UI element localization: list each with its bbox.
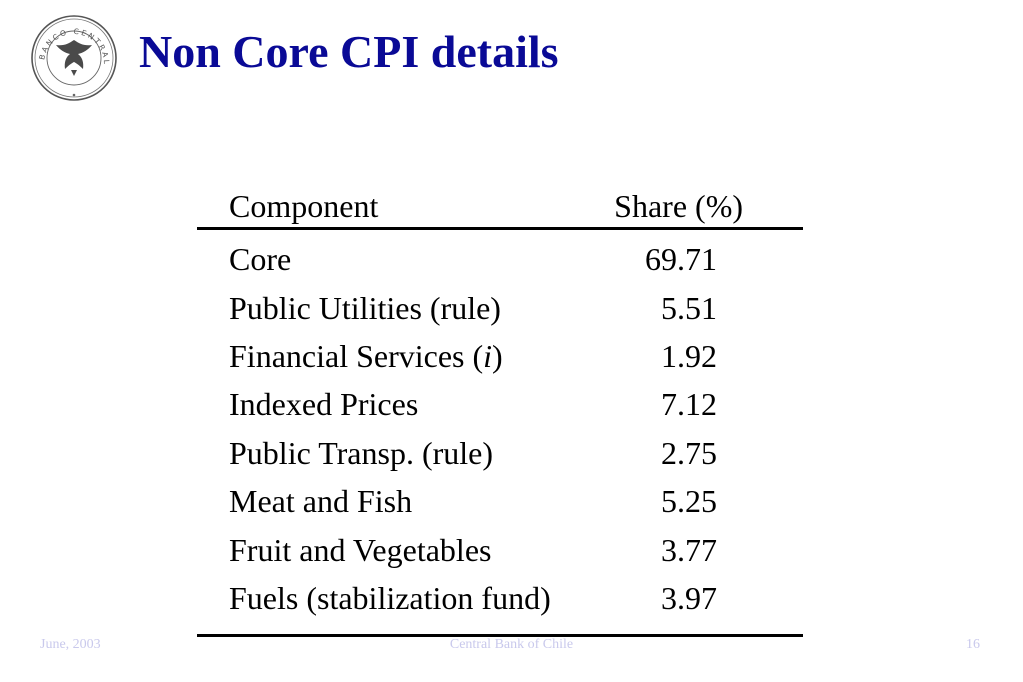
row-share: 2.75 xyxy=(661,434,717,471)
table-row: Financial Services (i) 1.92 xyxy=(197,332,803,380)
row-share: 69.71 xyxy=(645,241,717,278)
row-component: Public Transp. (rule) xyxy=(229,434,493,471)
table-body: Core 69.71 Public Utilities (rule) 5.51 … xyxy=(197,230,803,622)
table-row: Fuels (stabilization fund) 3.97 xyxy=(197,574,803,622)
row-share: 3.77 xyxy=(661,531,717,568)
footer-page-number: 16 xyxy=(966,637,980,652)
row-component: Public Utilities (rule) xyxy=(229,289,501,326)
column-header-component: Component xyxy=(229,188,379,224)
row-share: 5.25 xyxy=(661,483,717,520)
row-component-prefix: Financial Services ( xyxy=(229,337,484,374)
row-component: Fruit and Vegetables xyxy=(229,531,492,568)
cpi-components-table: Component Share (%) Core 69.71 Public Ut… xyxy=(197,185,803,638)
condor-emblem xyxy=(56,40,92,76)
row-share: 3.97 xyxy=(661,579,717,616)
table-row: Core 69.71 xyxy=(197,235,803,283)
row-share: 5.51 xyxy=(661,289,717,326)
row-component: Financial Services (i) xyxy=(229,336,589,376)
table-header-row: Component Share (%) xyxy=(197,185,803,227)
table-row: Public Utilities (rule) 5.51 xyxy=(197,283,803,331)
row-component-suffix: ) xyxy=(492,337,503,374)
table-row: Indexed Prices 7.12 xyxy=(197,380,803,428)
row-share: 7.12 xyxy=(661,386,717,423)
table-row: Fruit and Vegetables 3.77 xyxy=(197,525,803,573)
row-component: Fuels (stabilization fund) xyxy=(229,579,551,616)
table-top-rule xyxy=(197,227,803,230)
row-component: Core xyxy=(229,241,292,278)
row-share: 1.92 xyxy=(661,337,717,374)
slide-title: Non Core CPI details xyxy=(139,26,559,77)
table-row: Public Transp. (rule) 2.75 xyxy=(197,429,803,477)
row-component: Meat and Fish xyxy=(229,483,413,520)
row-component-italic: i xyxy=(483,337,493,374)
row-component: Indexed Prices xyxy=(229,386,419,423)
central-bank-seal-logo: BANCO CENTRAL xyxy=(31,15,117,101)
column-header-share: Share (%) xyxy=(614,188,743,224)
footer-date: June, 2003 xyxy=(40,637,101,652)
table-bottom-rule xyxy=(197,634,803,638)
footer-organization: Central Bank of Chile xyxy=(449,637,574,652)
table-row: Meat and Fish 5.25 xyxy=(197,477,803,525)
